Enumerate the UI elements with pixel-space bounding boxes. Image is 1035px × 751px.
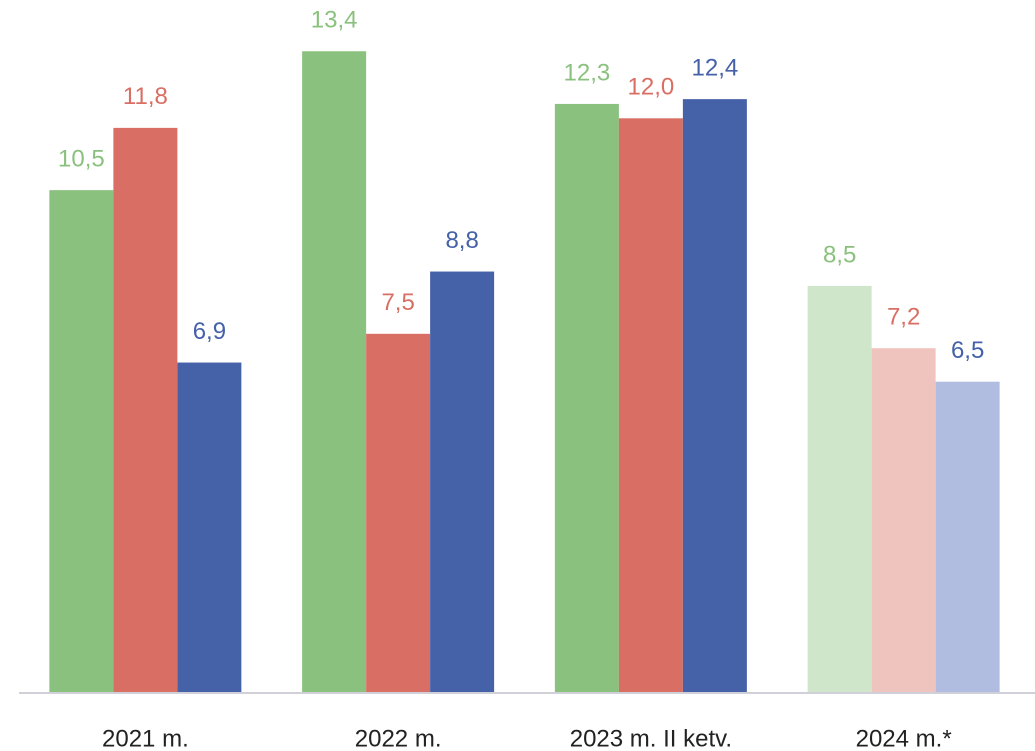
value-label: 11,8 xyxy=(123,83,168,110)
bar xyxy=(366,333,431,693)
value-label: 8,5 xyxy=(823,241,856,268)
bar xyxy=(682,99,747,693)
value-label: 6,9 xyxy=(193,318,226,345)
value-label: 12,0 xyxy=(628,74,675,101)
bar xyxy=(177,362,242,693)
bar xyxy=(618,118,683,694)
value-label: 12,3 xyxy=(564,59,611,86)
x-tick-label: 2022 m. xyxy=(355,725,442,751)
value-label: 13,4 xyxy=(311,7,358,34)
bar xyxy=(871,348,936,693)
bar xyxy=(430,271,495,693)
value-label: 8,8 xyxy=(445,227,478,254)
bar xyxy=(113,127,178,694)
bar xyxy=(807,285,872,693)
value-label: 10,5 xyxy=(58,145,105,172)
bar xyxy=(935,381,1000,693)
bar xyxy=(49,190,114,693)
value-label: 12,4 xyxy=(692,54,739,81)
value-label: 6,5 xyxy=(951,337,984,364)
value-label: 7,2 xyxy=(887,304,920,331)
x-tick-label: 2023 m. II ketv. xyxy=(570,725,732,751)
bar xyxy=(302,51,367,694)
bar xyxy=(554,103,619,694)
x-tick-label: 2021 m. xyxy=(102,725,189,751)
value-label: 7,5 xyxy=(381,289,414,316)
x-tick-label: 2024 m.* xyxy=(856,725,952,751)
